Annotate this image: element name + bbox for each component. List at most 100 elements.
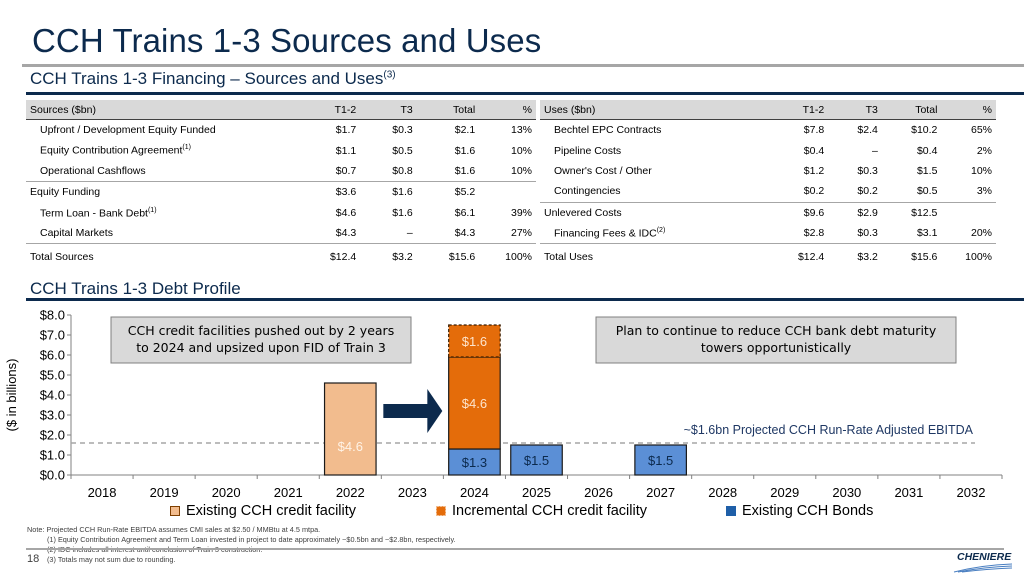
footnote-ref: (1) xyxy=(147,206,157,214)
cell-t3: – xyxy=(406,227,413,240)
cell-pct: 2% xyxy=(976,144,992,157)
page-number: 18 xyxy=(27,553,40,565)
x-tick-label: 2028 xyxy=(708,485,737,500)
table-row: Equity Funding $3.6 $1.6 $5.2 xyxy=(26,181,536,203)
page-title: CCH Trains 1-3 Sources and Uses xyxy=(32,22,542,59)
cell-pct: 10% xyxy=(510,144,532,157)
cell-total: $3.1 xyxy=(916,227,938,240)
cell-pct: 3% xyxy=(976,185,992,198)
cell-total: $4.3 xyxy=(454,227,476,240)
cheniere-logo-swoosh-icon xyxy=(953,563,1013,573)
cell-t12: $1.1 xyxy=(335,144,357,157)
uses-header-row: Uses ($bn) T1-2 T3 Total% xyxy=(540,100,996,120)
row-label-text: Bechtel EPC Contracts xyxy=(554,124,662,137)
row-label-text: Term Loan - Bank Debt xyxy=(40,207,148,219)
x-tick-label: 2024 xyxy=(460,485,489,500)
row-label: Owner's Cost / Other xyxy=(540,161,769,181)
total-t12: $12.4 xyxy=(768,243,829,271)
x-tick-label: 2018 xyxy=(88,485,117,500)
bar-label-incremental-credit-facility: $1.6 xyxy=(462,334,487,349)
cell-t3: $1.6 xyxy=(360,181,417,203)
table-row: Bechtel EPC Contracts $7.8 $2.4 $10.2 65% xyxy=(540,120,996,141)
y-tick-label: $0.0 xyxy=(40,468,65,483)
cell-t3: $0.2 xyxy=(857,185,878,198)
cell-total: $0.5 xyxy=(916,185,938,198)
cell-pct: 10% xyxy=(970,164,992,177)
column-header: T1-2 xyxy=(297,100,361,120)
table-row: Operational Cashflows $0.7 $0.8 $1.6 10% xyxy=(26,161,536,182)
cell-t12: $3.6 xyxy=(297,181,361,203)
row-label-text: Capital Markets xyxy=(40,227,113,240)
financing-heading: CCH Trains 1-3 Financing – Sources and U… xyxy=(30,69,396,89)
legend-swatch-existing-credit-facility xyxy=(170,506,180,516)
annotation-text: to 2024 and upsized upon FID of Train 3 xyxy=(136,340,386,355)
ebitda-reference-label: ~$1.6bn Projected CCH Run-Rate Adjusted … xyxy=(684,423,974,437)
x-tick-label: 2019 xyxy=(150,485,179,500)
bar-label-existing-credit-facility: $4.6 xyxy=(338,439,363,454)
total-total: $15.6 xyxy=(881,243,942,271)
cell-t12: $0.7 xyxy=(335,164,357,177)
column-header: T3 xyxy=(828,100,882,120)
footnote-note: Note: Projected CCH Run-Rate EBITDA assu… xyxy=(27,525,321,534)
debt-profile-divider xyxy=(26,298,1024,301)
x-tick-label: 2029 xyxy=(770,485,799,500)
bar-existing-bonds xyxy=(510,444,563,476)
cell-total: $2.1 xyxy=(454,124,476,137)
cell-total: $1.5 xyxy=(916,164,938,177)
cell-t3: $0.3 xyxy=(857,164,878,177)
bar-existing-credit-facility xyxy=(323,382,377,476)
y-tick-label: $6.0 xyxy=(40,348,65,363)
column-header: T1-2 xyxy=(768,100,829,120)
annotation-text: Plan to continue to reduce CCH bank debt… xyxy=(616,323,937,338)
financing-heading-footnote: (3) xyxy=(383,69,396,81)
bar-incremental-credit-facility xyxy=(448,324,501,358)
column-header: Sources ($bn) xyxy=(26,100,298,120)
financing-heading-text: CCH Trains 1-3 Financing – Sources and U… xyxy=(30,69,384,88)
bar-label-existing-bonds: $1.5 xyxy=(648,453,673,468)
y-axis-label: ($ in billions) xyxy=(4,359,19,432)
cheniere-logo: CHENIERE xyxy=(957,551,1012,563)
cell-t3: $0.3 xyxy=(392,124,413,137)
footnote-3: (3) Totals may not sum due to rounding. xyxy=(47,555,176,564)
debt-profile-heading: CCH Trains 1-3 Debt Profile xyxy=(30,279,241,298)
y-tick-label: $3.0 xyxy=(40,408,65,423)
cell-pct: 65% xyxy=(970,124,992,137)
bar-existing-bonds xyxy=(448,448,501,476)
footnote-ref: (1) xyxy=(182,144,191,152)
row-label: Operational Cashflows xyxy=(26,161,298,182)
row-label-text: Unlevered Costs xyxy=(544,206,622,219)
cell-t12: $7.8 xyxy=(803,124,825,137)
cell-t12: $0.2 xyxy=(803,185,825,198)
cell-pct: 10% xyxy=(510,164,532,177)
financing-divider xyxy=(26,92,1024,95)
total-t3: $3.2 xyxy=(828,243,882,271)
cell-pct xyxy=(941,201,996,223)
x-tick-label: 2022 xyxy=(336,485,365,500)
table-row: Financing Fees & IDC(2) $2.8 $0.3 $3.1 20% xyxy=(540,223,996,244)
cell-t3: $2.9 xyxy=(828,201,882,223)
y-tick-label: $1.0 xyxy=(40,448,65,463)
bar-existing-bonds xyxy=(634,444,687,476)
cell-t12: $1.2 xyxy=(803,164,825,177)
bar-label-existing-bonds: $1.5 xyxy=(524,453,549,468)
total-row: Total Uses $12.4 $3.2 $15.6 100% xyxy=(540,243,996,271)
y-tick-label: $4.0 xyxy=(40,388,65,403)
table-row: Term Loan - Bank Debt(1) $4.6 $1.6 $6.1 39% xyxy=(26,203,536,223)
right-arrow-icon xyxy=(383,389,443,433)
cell-total: $12.5 xyxy=(881,201,942,223)
cell-total: $6.1 xyxy=(454,206,476,219)
row-label: Pipeline Costs xyxy=(540,140,769,160)
footer-divider xyxy=(26,548,1004,550)
cell-t12: $9.6 xyxy=(768,201,829,223)
bar-label-existing-bonds: $1.3 xyxy=(462,455,487,470)
row-label-text: Owner's Cost / Other xyxy=(554,164,652,177)
bar-existing-credit-facility xyxy=(448,356,501,450)
annotation-box xyxy=(595,316,957,364)
x-tick-label: 2031 xyxy=(894,485,923,500)
table-row: Capital Markets $4.3 – $4.3 27% xyxy=(26,223,536,244)
sources-header-row: Sources ($bn) T1-2 T3 Total% xyxy=(26,100,536,120)
legend-item-incremental-credit-facility: Incremental CCH credit facility xyxy=(436,503,647,519)
legend-item-existing-bonds: Existing CCH Bonds xyxy=(726,503,873,519)
legend-swatch-incremental-credit-facility xyxy=(436,506,446,516)
cell-total: $5.2 xyxy=(416,181,480,203)
